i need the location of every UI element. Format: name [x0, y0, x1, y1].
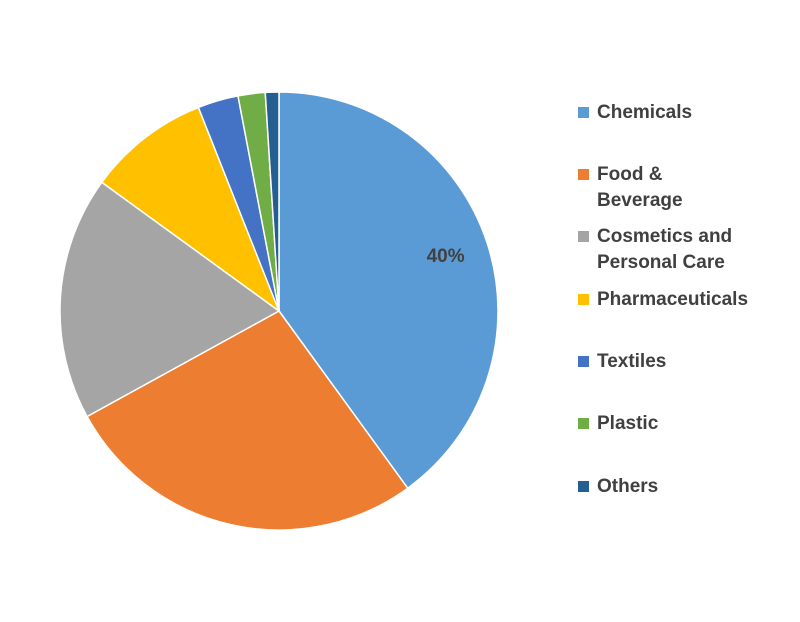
legend-item-plastic: Plastic	[578, 411, 793, 437]
legend-swatch-others	[578, 481, 589, 492]
legend-swatch-pharmaceuticals	[578, 294, 589, 305]
legend-swatch-food-beverage	[578, 169, 589, 180]
pie-slice-others	[264, 91, 280, 312]
legend-label-others: Others	[597, 476, 659, 497]
legend-label-food-beverage: Food & Beverage	[597, 164, 683, 211]
pie-slice-chemicals	[278, 91, 499, 490]
legend-label-textiles: Textiles	[597, 351, 667, 372]
legend-swatch-chemicals	[578, 107, 589, 118]
pie-chart: 40%	[59, 91, 499, 531]
legend-label-cosmetics: Cosmetics and Personal Care	[597, 226, 733, 273]
legend-item-textiles: Textiles	[578, 349, 793, 375]
legend-item-food-beverage: Food & Beverage	[578, 162, 793, 214]
legend-item-cosmetics: Cosmetics and Personal Care	[578, 224, 793, 276]
pie-slice-cosmetics-and-personal-care	[59, 181, 281, 418]
legend-swatch-textiles	[578, 356, 589, 367]
legend-label-plastic: Plastic	[597, 413, 659, 434]
legend-item-others: Others	[578, 474, 793, 500]
data-label-chemicals: 40%	[427, 246, 465, 267]
legend-label-chemicals: Chemicals	[597, 102, 693, 123]
legend-swatch-cosmetics	[578, 231, 589, 242]
legend-swatch-plastic	[578, 418, 589, 429]
pie-slice-pharmaceuticals	[100, 106, 281, 314]
legend-label-pharmaceuticals: Pharmaceuticals	[597, 289, 749, 310]
pie-slice-food-beverage	[86, 310, 409, 531]
legend-item-chemicals: Chemicals	[578, 100, 793, 126]
legend-item-pharmaceuticals: Pharmaceuticals	[578, 287, 793, 313]
